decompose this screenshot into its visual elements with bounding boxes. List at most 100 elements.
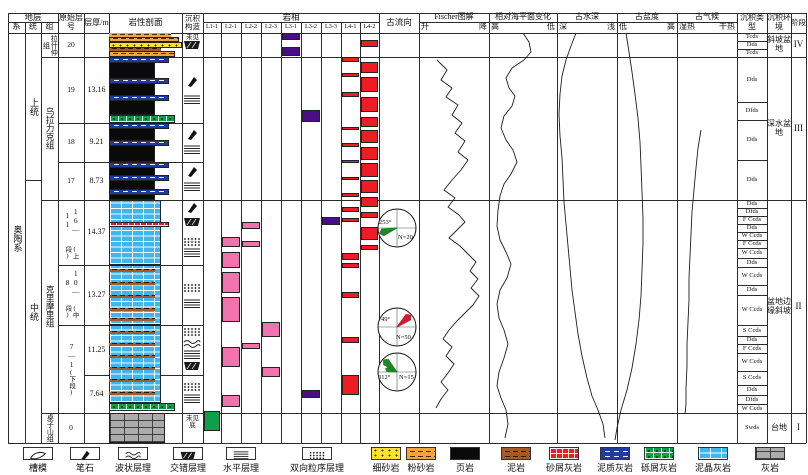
litho-band-limestone	[109, 413, 165, 443]
facies-block-L3-2	[302, 390, 320, 398]
formation-cell: 克里摩里组	[45, 285, 56, 328]
layer-no-cell: 16—11 (上段)	[58, 200, 84, 265]
graptolite-icon	[81, 450, 90, 461]
facies-block-L4-2	[361, 62, 378, 73]
facies-block-L4-2	[361, 130, 378, 143]
thickness-cell: 9.21	[89, 137, 104, 147]
sea_level-curve	[496, 32, 532, 439]
grid-hline	[737, 49, 767, 50]
litho-band-mudstone	[109, 295, 155, 298]
litho-band-mudstone	[109, 343, 155, 346]
header-fischer-scale: 升降	[419, 22, 489, 33]
rose-petal	[385, 366, 398, 373]
litho-band-mudstone	[109, 282, 155, 285]
scale-right-label: 高	[667, 22, 675, 32]
facies-block-L4-1	[342, 92, 359, 97]
litho-band-mudstone	[109, 379, 155, 382]
facies-block-L2-2	[242, 241, 260, 247]
grid-vline	[182, 13, 183, 443]
legend-swatch-calcarenite	[549, 447, 579, 460]
layer-no: 10—8	[63, 268, 81, 296]
facies-block-L2-1	[222, 347, 240, 367]
sed-type-cell: Tcds	[745, 49, 759, 57]
fischer-curve	[435, 59, 480, 409]
layer-no: 19	[67, 84, 75, 94]
sed-type-cell: Tcds	[745, 33, 759, 41]
grid-hline	[737, 208, 767, 209]
graded-bedding-icon	[184, 284, 200, 292]
rose-petal	[383, 358, 398, 373]
layer-no-cell: 18	[58, 123, 84, 162]
header-sed-env: 沉积环境	[767, 13, 791, 31]
scale-left-label: 深	[559, 22, 567, 32]
grid-hline	[8, 13, 806, 14]
grid-vline	[806, 13, 807, 443]
grid-vline	[25, 22, 26, 443]
graded-bedding-icon	[184, 328, 200, 336]
sed-type-cell: Dds	[746, 258, 758, 266]
graded-bedding-icon	[184, 238, 200, 246]
litho-band-mudstone	[109, 308, 155, 311]
paleocurrent-rose: 312° N=15	[377, 352, 417, 392]
sed-env-cell: 深水盆地	[767, 118, 791, 137]
graptolite-icon	[188, 130, 197, 140]
grid-hline	[41, 200, 806, 201]
layer-no: 20	[67, 39, 75, 49]
scale-right-label: 低	[547, 22, 555, 32]
series-cell: 上统	[28, 97, 39, 116]
litho-band-argillaceous_ls	[109, 123, 169, 129]
sed-env-cell: 盆地边缘斜坡	[767, 296, 791, 315]
facies-block-L4-2	[361, 197, 378, 207]
header-system: 系	[12, 22, 21, 32]
grid-vline	[617, 13, 618, 443]
facies-block-L2-3	[262, 367, 280, 377]
sed-type-cell: F Ccds	[742, 240, 762, 248]
sed-type-cell: W Ccds	[741, 358, 763, 366]
grid-hline	[737, 295, 767, 296]
litho-band-argillaceous_ls	[109, 78, 169, 84]
legend-label: 砾屑灰岩	[640, 463, 677, 473]
sed-env-cell: 斜坡盆地	[767, 35, 791, 53]
litho-band-argillaceous_ls	[109, 57, 169, 63]
header-salinity-scale: 低高	[617, 22, 677, 33]
wavy-bedding-icon	[125, 451, 141, 460]
rose-count-label: N=20	[398, 234, 413, 241]
grid-vline	[84, 13, 85, 443]
grid-vline	[341, 22, 342, 443]
grid-hline	[737, 395, 767, 396]
series-cell: 中统	[28, 302, 39, 321]
sed-type-cell: Dfds	[745, 395, 759, 403]
grid-vline	[379, 13, 380, 443]
flute-cast-icon	[30, 451, 47, 460]
legend-swatch-cross-bedding	[173, 447, 203, 460]
sed-type-cell: Dds	[746, 386, 758, 394]
thickness-cell	[84, 33, 109, 57]
horizontal-bedding-icon	[233, 451, 249, 460]
grid-hline	[737, 371, 767, 372]
grid-vline	[41, 22, 42, 443]
grid-hline	[737, 160, 767, 161]
grid-hline	[737, 325, 767, 326]
facies-block-L2-1	[222, 297, 240, 322]
legend-label: 水平层理	[222, 463, 259, 473]
horizontal-bedding-icon	[184, 182, 200, 191]
facies-block-L2-2	[242, 343, 260, 349]
header-litho-profile: 岩性剖面	[128, 17, 163, 28]
horizontal-bedding-icon	[184, 248, 200, 257]
header-sea_level-scale: 高低	[489, 22, 557, 33]
litho-band-siltstone	[109, 51, 175, 57]
sed-type-cell: W Ccds	[741, 404, 763, 412]
formation-cell: 桌子山组	[46, 414, 55, 442]
litho-band-micrite	[109, 200, 161, 265]
grid-hline	[737, 248, 767, 249]
legend-label: 粉砂岩	[407, 463, 435, 473]
litho-band-calcarenite	[109, 222, 169, 227]
grid-hline	[737, 336, 767, 337]
litho-band-argillaceous_ls	[109, 175, 169, 181]
header-climate-scale: 湿热 干热	[677, 22, 737, 33]
grid-vline	[221, 22, 222, 443]
litho-band-argillaceous_ls	[109, 162, 169, 168]
paleocurrent-rose: 49° N=50	[377, 307, 417, 347]
grid-vline	[241, 22, 242, 443]
stage-cell: IV	[793, 39, 804, 50]
